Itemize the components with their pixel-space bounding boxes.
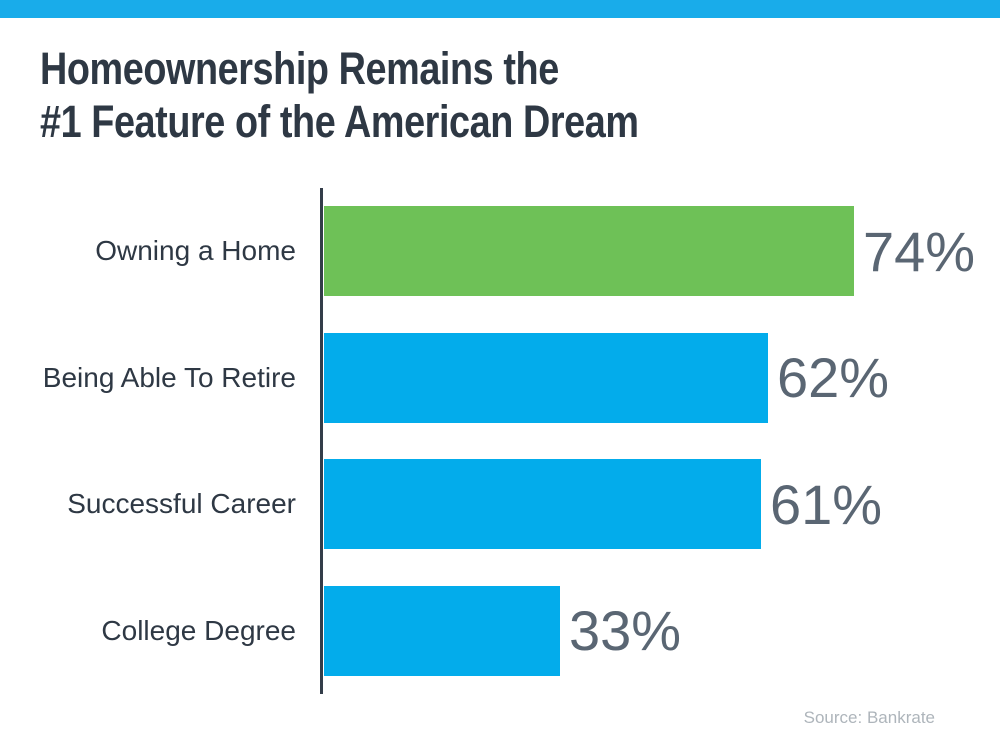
chart-title-line-2: #1 Feature of the American Dream — [40, 96, 639, 147]
y-axis-line — [320, 188, 323, 694]
bar-segment — [324, 585, 560, 676]
chart-row: Owning a Home 74% — [0, 188, 1000, 315]
category-label: Being Able To Retire — [42, 361, 296, 393]
top-accent-strip — [0, 0, 1000, 18]
value-label: 62% — [777, 346, 890, 410]
chart-rows: Owning a Home 74% Being Able To Retire 62% S… — [0, 188, 1000, 694]
value-label: 61% — [770, 472, 883, 536]
chart-title-line-1: Homeownership Remains the — [40, 43, 559, 94]
category-label: Owning a Home — [95, 235, 296, 267]
category-label: College Degree — [101, 614, 296, 646]
source-attribution: Source: Bankrate — [803, 708, 935, 727]
value-label: 33% — [569, 599, 682, 663]
chart-title: Homeownership Remains the #1 Feature of … — [40, 42, 639, 148]
bar-segment — [324, 459, 761, 550]
bar-segment — [324, 206, 854, 297]
chart-row: Successful Career 61% — [0, 441, 1000, 568]
category-label: Successful Career — [67, 488, 296, 520]
chart-row: College Degree 33% — [0, 568, 1000, 695]
chart-row: Being Able To Retire 62% — [0, 315, 1000, 442]
bar-chart: Owning a Home 74% Being Able To Retire 62% S… — [0, 188, 1000, 694]
value-label: 74% — [863, 219, 976, 283]
bar-segment — [324, 332, 768, 423]
